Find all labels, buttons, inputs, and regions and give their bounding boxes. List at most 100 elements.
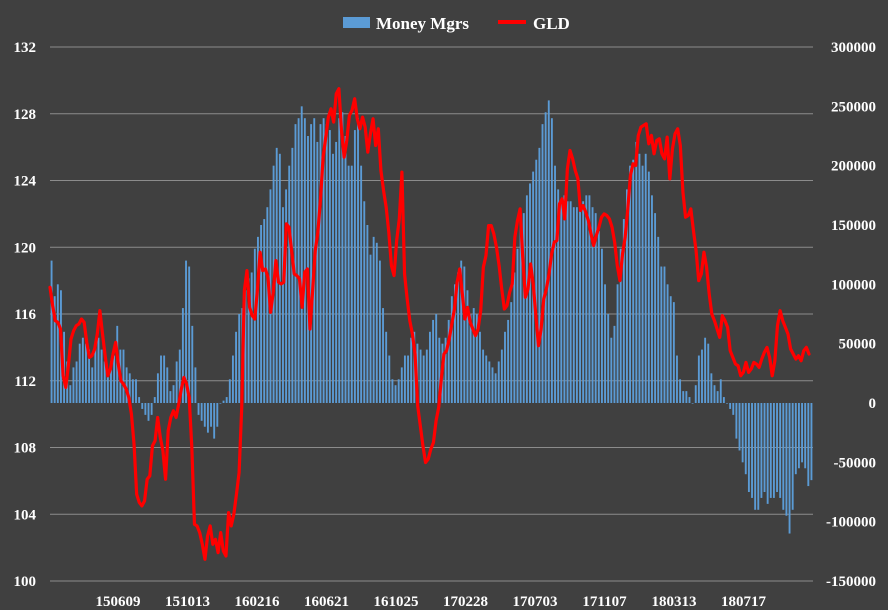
money-mgrs-bar	[807, 403, 810, 487]
left-tick-label: 120	[14, 240, 37, 256]
money-mgrs-bar	[466, 290, 469, 403]
money-mgrs-bar	[547, 100, 550, 404]
money-mgrs-bar	[588, 195, 591, 403]
money-mgrs-bar	[385, 331, 388, 403]
money-mgrs-bar	[707, 343, 710, 403]
money-mgrs-bar	[757, 403, 760, 510]
money-mgrs-bar	[447, 319, 450, 403]
money-mgrs-bar	[328, 130, 331, 403]
money-mgrs-bar	[716, 391, 719, 403]
money-mgrs-bar	[779, 403, 782, 498]
money-mgrs-bar	[228, 379, 231, 403]
money-mgrs-bar	[407, 355, 409, 403]
money-mgrs-bar	[200, 403, 203, 421]
money-mgrs-bar	[375, 242, 378, 403]
money-mgrs-bar	[557, 189, 560, 403]
money-mgrs-bar	[772, 403, 775, 498]
money-mgrs-bar	[72, 367, 75, 403]
money-mgrs-bar	[125, 367, 128, 403]
money-mgrs-bar	[457, 272, 460, 403]
money-mgrs-bar	[785, 403, 788, 516]
money-mgrs-bar	[53, 296, 56, 403]
money-mgrs-bar	[679, 379, 682, 403]
money-mgrs-bar	[647, 171, 650, 403]
money-mgrs-bar	[479, 331, 481, 403]
money-mgrs-bar	[694, 385, 697, 403]
money-mgrs-bar	[350, 165, 353, 403]
money-mgrs-bar	[722, 397, 725, 403]
money-mgrs-bar	[629, 165, 632, 403]
money-mgrs-bar	[357, 118, 359, 403]
money-mgrs-bar	[751, 403, 753, 498]
left-tick-label: 108	[14, 441, 37, 457]
money-mgrs-bar	[260, 225, 263, 403]
money-mgrs-bar	[522, 213, 525, 403]
money-mgrs-bar	[697, 355, 700, 403]
money-mgrs-bar	[444, 337, 447, 403]
money-mgrs-bar	[610, 337, 613, 403]
left-tick-label: 132	[14, 40, 37, 56]
money-mgrs-bar	[244, 290, 247, 403]
x-tick-label: 180717	[721, 594, 767, 610]
money-mgrs-bar	[726, 403, 728, 404]
money-mgrs-bar	[435, 314, 438, 403]
money-mgrs-bar	[454, 284, 456, 403]
money-mgrs-bar	[181, 308, 184, 403]
money-mgrs-bar	[178, 349, 181, 403]
money-mgrs-bar	[469, 314, 472, 403]
money-mgrs-bar	[94, 343, 97, 403]
money-mgrs-bar	[138, 397, 141, 403]
money-mgrs-bar	[432, 319, 435, 403]
money-mgrs-bar	[560, 201, 563, 403]
money-mgrs-bar	[347, 165, 350, 403]
money-mgrs-bar	[688, 397, 691, 403]
money-mgrs-bar	[663, 266, 666, 403]
money-mgrs-bar	[188, 266, 191, 403]
x-tick-label: 150609	[96, 594, 141, 610]
money-mgrs-bar	[641, 165, 644, 403]
money-mgrs-bar	[388, 355, 391, 403]
money-mgrs-bar	[78, 343, 81, 403]
money-mgrs-bar	[147, 403, 150, 421]
money-mgrs-bar	[626, 189, 628, 403]
money-mgrs-bar	[747, 403, 750, 492]
money-mgrs-bar	[203, 403, 206, 427]
money-mgrs-bar	[278, 153, 281, 403]
money-mgrs-bar	[666, 284, 669, 403]
money-mgrs-bar	[310, 124, 313, 403]
money-mgrs-bar	[144, 403, 147, 415]
right-tick-label: 150000	[831, 218, 876, 234]
money-mgrs-bar	[206, 403, 209, 433]
money-mgrs-bar	[210, 403, 212, 427]
money-mgrs-bar	[600, 248, 603, 403]
money-mgrs-bar	[172, 385, 175, 403]
money-mgrs-bar	[569, 201, 572, 403]
money-mgrs-bar	[488, 361, 491, 403]
money-mgrs-bar	[81, 337, 84, 403]
money-mgrs-bar	[75, 361, 78, 403]
right-tick-label: -50000	[834, 455, 877, 471]
x-axis-ticks: 150609 151013 160216 160621 161025 170228 1707…	[96, 594, 767, 610]
money-mgrs-bar	[419, 349, 422, 403]
money-mgrs-bar	[591, 207, 594, 403]
money-mgrs-bar	[103, 361, 106, 403]
money-mgrs-bar	[713, 385, 716, 403]
money-mgrs-bar	[472, 308, 475, 403]
money-mgrs-bar	[400, 367, 403, 403]
money-mgrs-bar	[353, 130, 356, 403]
left-tick-label: 128	[14, 107, 37, 123]
money-mgrs-bar	[297, 118, 300, 403]
money-mgrs-bar	[744, 403, 747, 475]
money-mgrs-bar	[691, 403, 694, 404]
money-mgrs-bar	[676, 355, 678, 403]
money-mgrs-bar	[538, 147, 541, 403]
money-mgrs-bar	[754, 403, 757, 510]
legend-label-gld: GLD	[533, 14, 570, 33]
money-mgrs-bar	[651, 195, 653, 403]
money-mgrs-bar	[91, 367, 94, 403]
money-mgrs-bar	[56, 284, 59, 403]
money-mgrs-bar	[682, 391, 685, 403]
money-mgrs-bar	[394, 385, 397, 403]
x-tick-label: 180313	[652, 594, 697, 610]
